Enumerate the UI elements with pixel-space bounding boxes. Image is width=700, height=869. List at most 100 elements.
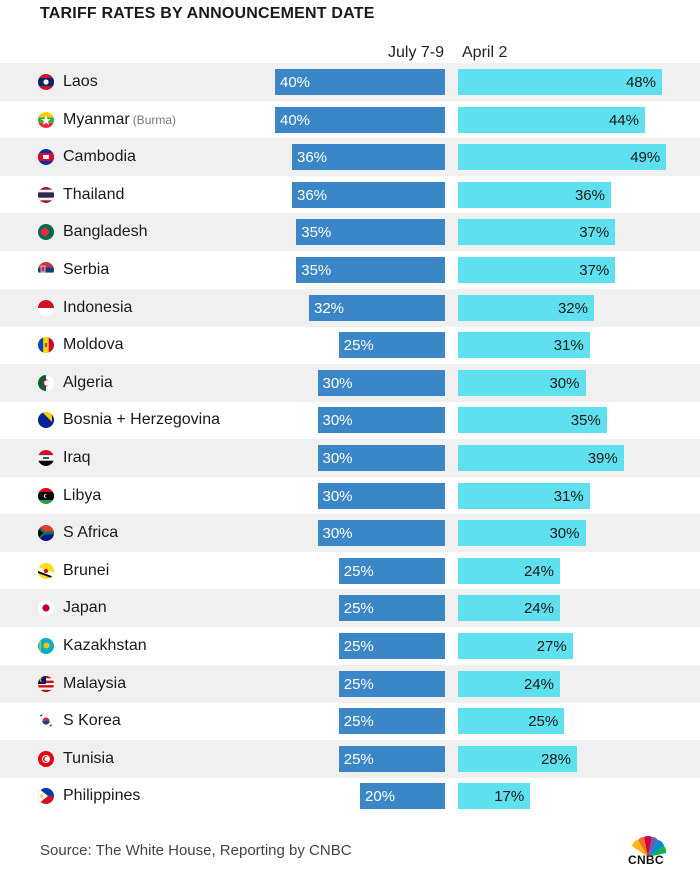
- bar-july-value: 40%: [280, 74, 311, 91]
- bar-july-bosnia-herzegovina: 30%: [317, 407, 445, 434]
- country-label: Kazakhstan: [63, 637, 147, 655]
- bar-july-value: 25%: [343, 750, 374, 768]
- flag-laos-icon: [38, 74, 54, 90]
- country-label: Bosnia + Herzegovina: [63, 411, 220, 429]
- country-name: Tunisia: [63, 749, 114, 767]
- bar-april-thailand: 36%: [458, 181, 611, 208]
- bar-july-s-korea: 25%: [338, 708, 445, 735]
- bar-april-serbia: 37%: [458, 257, 616, 283]
- flag-philippines-icon: [38, 788, 54, 805]
- bar-april-iraq: 39%: [458, 445, 624, 471]
- row-malaysia: Malaysia 25% 24%: [0, 664, 700, 703]
- bar-april-bangladesh: 37%: [458, 219, 616, 246]
- bar-july-value: 36%: [297, 149, 328, 167]
- bar-april-value: 44%: [608, 111, 639, 129]
- row-kazakhstan: Kazakhstan 25% 27%: [0, 627, 700, 665]
- country-name: Thailand: [63, 185, 125, 203]
- column-header-april: April 2: [462, 44, 508, 61]
- bar-april-value: 37%: [579, 224, 610, 242]
- row-laos: Laos 40% 48%: [0, 63, 700, 101]
- peacock-feather-orange: [638, 836, 648, 857]
- bar-april-s-africa: 30%: [458, 520, 586, 547]
- flag-thailand-icon: [38, 186, 54, 203]
- country-name: Iraq: [63, 449, 91, 466]
- bar-april-value: 24%: [523, 562, 554, 580]
- bar-july-moldova: 25%: [338, 332, 445, 359]
- bar-july-malaysia: 25%: [338, 670, 445, 697]
- country-name: Japan: [63, 599, 107, 617]
- peacock-feather-green: [648, 846, 667, 857]
- bar-april-value: 30%: [549, 525, 580, 543]
- bar-july-laos: 40%: [275, 69, 445, 95]
- bar-april-brunei: 24%: [458, 557, 560, 584]
- bar-april-indonesia: 32%: [458, 294, 594, 321]
- country-name: S Korea: [63, 712, 121, 730]
- flag-s-africa-icon: [38, 525, 54, 542]
- bar-july-value: 35%: [301, 262, 332, 279]
- flag-indonesia-icon: [38, 299, 54, 316]
- row-s-korea: S Korea 25% 25%: [0, 702, 700, 740]
- bar-july-value: 25%: [343, 337, 374, 355]
- bar-july-s-africa: 30%: [317, 520, 445, 547]
- country-label: S Africa: [63, 524, 118, 542]
- bar-april-laos: 48%: [458, 69, 662, 95]
- flag-kazakhstan-icon: [38, 638, 54, 654]
- bar-july-cambodia: 36%: [292, 144, 445, 171]
- country-label: Brunei: [63, 562, 109, 580]
- flag-iraq-icon: [38, 450, 54, 466]
- bar-july-value: 40%: [280, 111, 311, 129]
- bar-april-s-korea: 25%: [458, 708, 565, 735]
- bar-april-value: 31%: [553, 487, 584, 505]
- country-label: Malaysia: [63, 675, 126, 693]
- country-name: Moldova: [63, 336, 124, 354]
- country-label: Myanmar (Burma): [63, 111, 176, 129]
- bar-april-value: 24%: [523, 675, 554, 693]
- bar-april-value: 49%: [630, 149, 661, 167]
- country-name: Bosnia + Herzegovina: [63, 411, 220, 429]
- bar-april-value: 37%: [579, 262, 610, 279]
- bar-july-value: 32%: [314, 299, 345, 317]
- country-name: Malaysia: [63, 674, 127, 692]
- country-name: Kazakhstan: [63, 637, 147, 654]
- row-thailand: Thailand 36% 36%: [0, 176, 700, 214]
- country-label: Serbia: [63, 261, 109, 279]
- row-iraq: Iraq 30% 39%: [0, 439, 700, 477]
- country-name: Serbia: [63, 261, 110, 278]
- flag-brunei-icon: [38, 562, 54, 579]
- bar-july-value: 30%: [322, 525, 353, 543]
- bar-july-value: 30%: [322, 374, 353, 392]
- chart-title: TARIFF RATES BY ANNOUNCEMENT DATE: [40, 5, 375, 22]
- flag-serbia-icon: [38, 262, 54, 278]
- country-label: Algeria: [63, 374, 113, 392]
- flag-cambodia-icon: [38, 149, 54, 166]
- row-indonesia: Indonesia 32% 32%: [0, 288, 700, 327]
- bar-april-japan: 24%: [458, 595, 560, 622]
- bar-july-value: 30%: [322, 487, 353, 505]
- row-libya: Libya 30% 31%: [0, 477, 700, 515]
- flag-bosnia-herzegovina-icon: [38, 412, 54, 429]
- peacock-feather-yellow: [632, 840, 648, 857]
- bar-april-value: 25%: [528, 713, 559, 731]
- row-japan: Japan 25% 24%: [0, 589, 700, 628]
- bar-april-value: 36%: [574, 186, 605, 204]
- flag-s-korea-icon: [38, 713, 54, 730]
- row-s-africa: S Africa 30% 30%: [0, 514, 700, 553]
- row-tunisia: Tunisia 25% 28%: [0, 739, 700, 778]
- bar-april-myanmar: 44%: [458, 106, 645, 133]
- country-name: Bangladesh: [63, 223, 148, 241]
- bar-july-value: 35%: [301, 224, 332, 242]
- bar-april-value: 39%: [587, 450, 618, 467]
- country-label: S Korea: [63, 712, 121, 730]
- bar-april-value: 24%: [523, 600, 554, 618]
- country-label: Laos: [63, 73, 98, 91]
- bar-april-value: 48%: [625, 74, 656, 91]
- country-name: Libya: [63, 486, 102, 504]
- row-brunei: Brunei 25% 24%: [0, 552, 700, 590]
- peacock-feather-purple: [648, 836, 658, 857]
- bar-july-kazakhstan: 25%: [338, 633, 445, 659]
- bar-july-serbia: 35%: [296, 257, 445, 283]
- bar-july-value: 30%: [322, 412, 353, 430]
- bar-april-libya: 31%: [458, 482, 590, 509]
- row-serbia: Serbia 35% 37%: [0, 251, 700, 289]
- flag-malaysia-icon: [38, 675, 54, 692]
